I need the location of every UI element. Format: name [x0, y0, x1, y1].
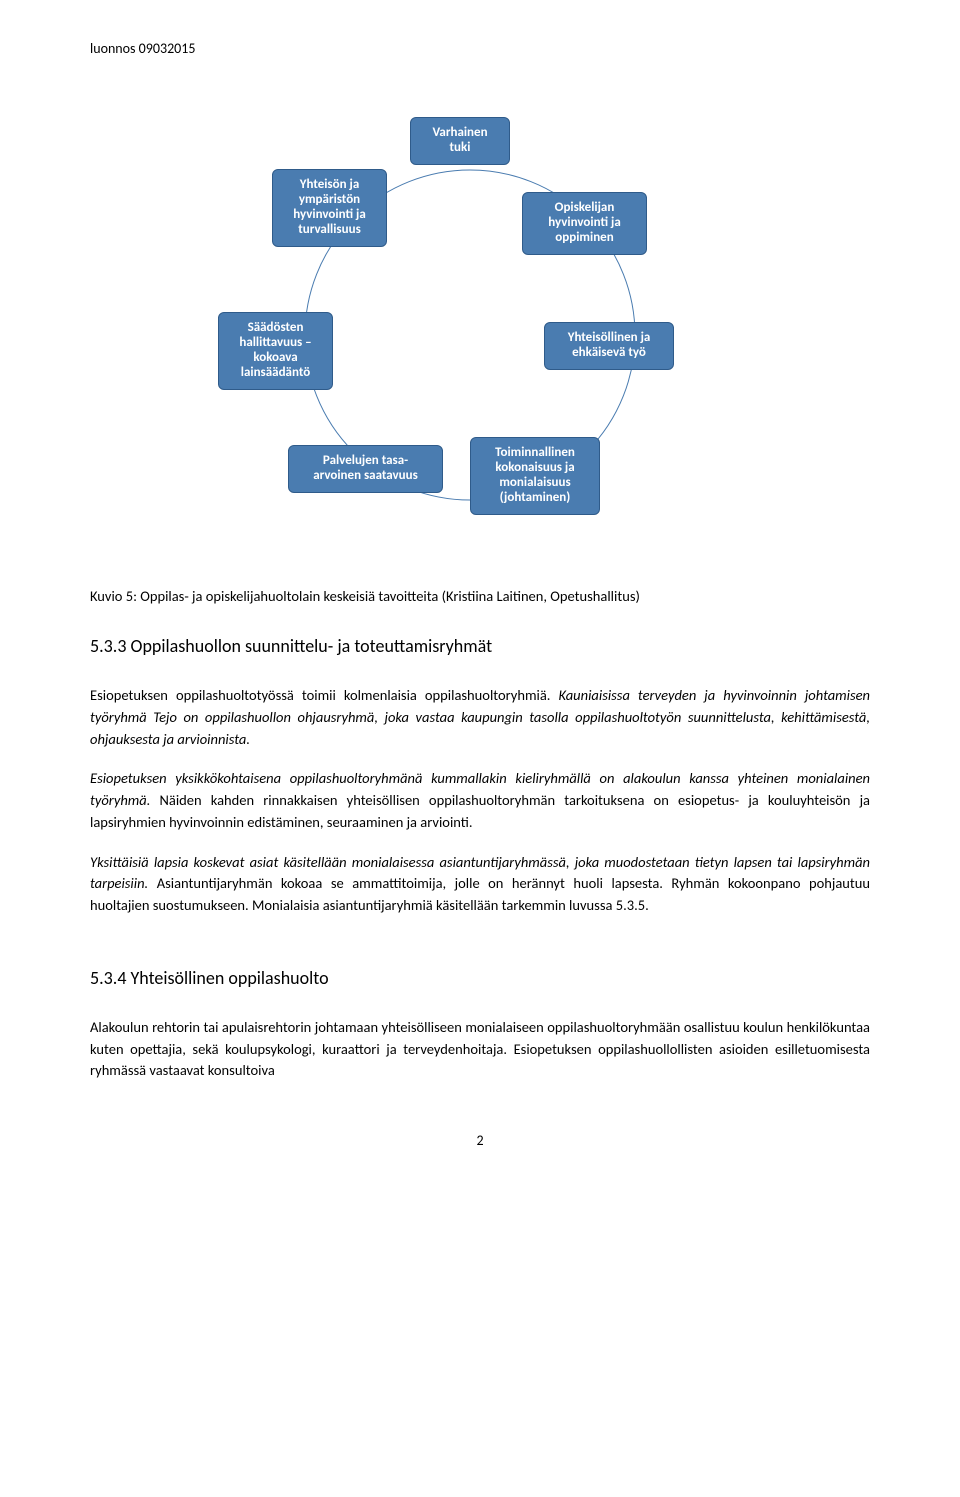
page-number: 2	[90, 1132, 870, 1149]
paragraph-1: Esiopetuksen oppilashuoltotyössä toimii …	[90, 685, 870, 750]
p3-plain: Asiantuntijaryhmän kokoaa se ammattitoim…	[90, 874, 870, 914]
circle-diagram: VarhainentukiOpiskelijanhyvinvointi jaop…	[160, 117, 800, 557]
p2-plain: Näiden kahden rinnakkaisen yhteisöllisen…	[90, 791, 870, 831]
section-533-heading: 5.3.3 Oppilashuollon suunnittelu- ja tot…	[90, 635, 870, 657]
section-534-heading: 5.3.4 Yhteisöllinen oppilashuolto	[90, 967, 870, 989]
diagram-node-n7: Yhteisön jaympäristönhyvinvointi jaturva…	[272, 169, 387, 247]
diagram-node-n6: Säädöstenhallittavuus –kokoavalainsäädän…	[218, 312, 333, 390]
p1-plain: Esiopetuksen oppilashuoltotyössä toimii …	[90, 686, 559, 704]
diagram-node-n5: Palvelujen tasa-arvoinen saatavuus	[288, 445, 443, 493]
diagram-node-n3: Yhteisöllinen jaehkäisevä työ	[544, 322, 674, 370]
page: luonnos 09032015 VarhainentukiOpiskelija…	[0, 0, 960, 1199]
page-header: luonnos 09032015	[90, 40, 870, 57]
diagram-node-n2: Opiskelijanhyvinvointi jaoppiminen	[522, 192, 647, 255]
paragraph-2: Esiopetuksen yksikkökohtaisena oppilashu…	[90, 768, 870, 833]
figure-caption: Kuvio 5: Oppilas- ja opiskelijahuoltolai…	[90, 587, 870, 605]
paragraph-4: Alakoulun rehtorin tai apulaisrehtorin j…	[90, 1017, 870, 1082]
diagram-node-n1: Varhainentuki	[410, 117, 510, 165]
paragraph-3: Yksittäisiä lapsia koskevat asiat käsite…	[90, 852, 870, 917]
diagram-node-n4: Toiminnallinenkokonaisuus jamonialaisuus…	[470, 437, 600, 515]
